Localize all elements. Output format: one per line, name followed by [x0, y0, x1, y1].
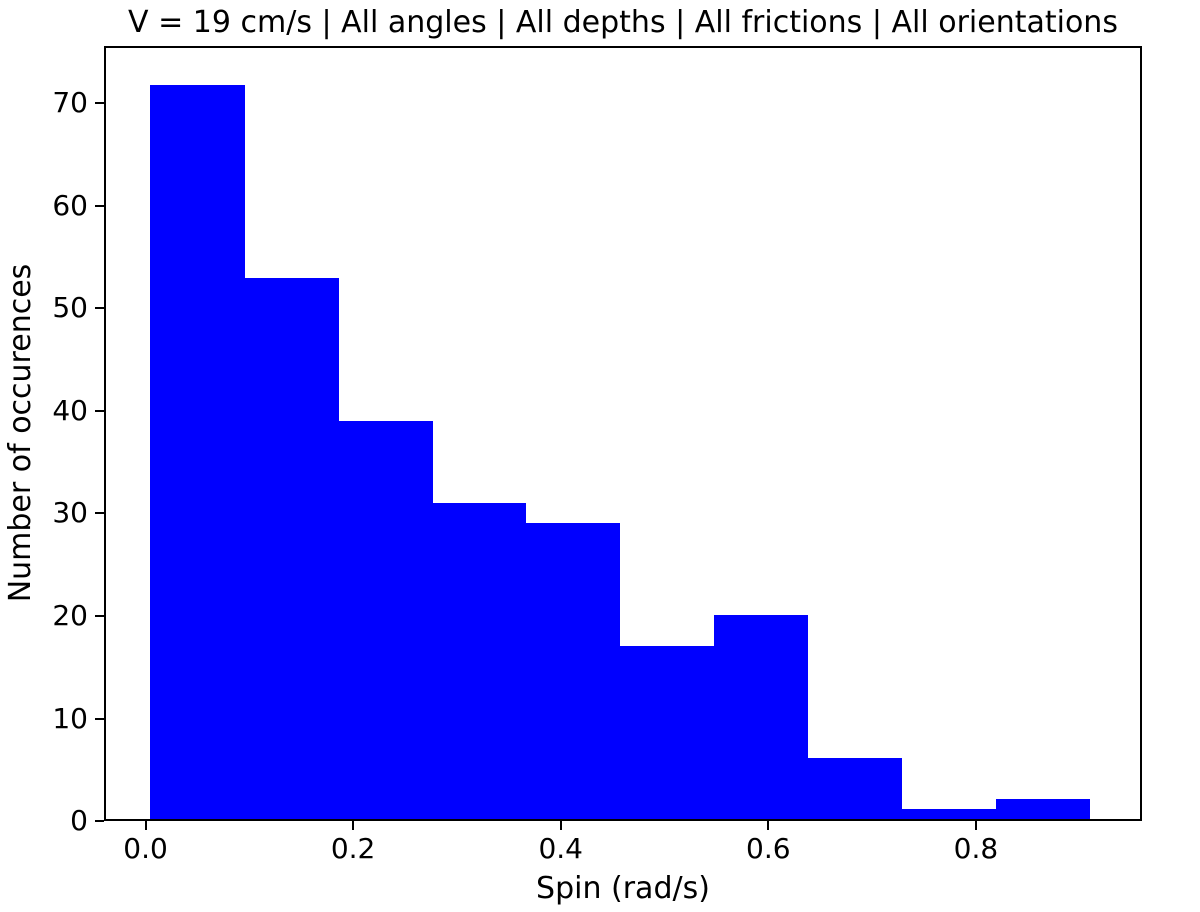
- histogram-bar: [525, 523, 620, 819]
- y-ticks-layer: [95, 46, 104, 822]
- y-tick-label: 50: [52, 291, 88, 325]
- histogram-bar: [150, 84, 245, 819]
- histogram-bar: [619, 645, 714, 819]
- y-axis-tick: [95, 409, 104, 412]
- x-tick-label: 0.8: [953, 832, 999, 865]
- y-axis-tick: [95, 717, 104, 720]
- histogram-bar: [902, 808, 997, 819]
- x-axis-tick: [144, 821, 147, 830]
- x-axis-tick: [974, 821, 977, 830]
- x-tick-label: 0.0: [123, 832, 168, 865]
- y-axis-tick: [95, 614, 104, 617]
- x-axis-label: Spin (rad/s): [536, 870, 710, 906]
- y-tick-label: 60: [52, 188, 88, 222]
- histogram-bar: [244, 278, 339, 819]
- y-tick-label: 10: [52, 701, 88, 735]
- histogram-bar: [808, 757, 903, 819]
- x-tick-label: 0.6: [746, 832, 791, 865]
- y-tick-labels-layer: 0 10 20 30 40 50 60 70: [0, 46, 88, 835]
- histogram-bar: [338, 421, 433, 819]
- y-axis-tick: [95, 102, 104, 105]
- y-tick-label: 0: [70, 804, 88, 837]
- histogram-bars-layer: [106, 48, 1140, 819]
- x-axis-tick: [352, 821, 355, 830]
- x-tick-labels-layer: 0.0 0.2 0.4 0.6 0.8: [104, 832, 1142, 870]
- histogram-bar: [432, 502, 526, 819]
- x-ticks-layer: [104, 821, 1142, 831]
- y-tick-label: 40: [52, 393, 88, 427]
- y-tick-label: 70: [52, 86, 88, 120]
- y-tick-label: 20: [52, 598, 88, 632]
- x-axis-tick: [767, 821, 770, 830]
- y-axis-tick: [95, 820, 104, 822]
- x-tick-label: 0.2: [330, 832, 376, 865]
- plot-area: [104, 46, 1142, 821]
- y-tick-label: 30: [52, 496, 88, 530]
- x-axis-tick: [559, 821, 562, 830]
- y-axis-tick: [95, 204, 104, 207]
- y-axis-tick: [95, 512, 104, 515]
- histogram-bar: [713, 615, 809, 819]
- histogram-bar: [996, 798, 1091, 819]
- y-axis-tick: [95, 307, 104, 310]
- chart-title: V = 19 cm/s | All angles | All depths | …: [128, 4, 1118, 40]
- x-tick-label: 0.4: [538, 832, 583, 865]
